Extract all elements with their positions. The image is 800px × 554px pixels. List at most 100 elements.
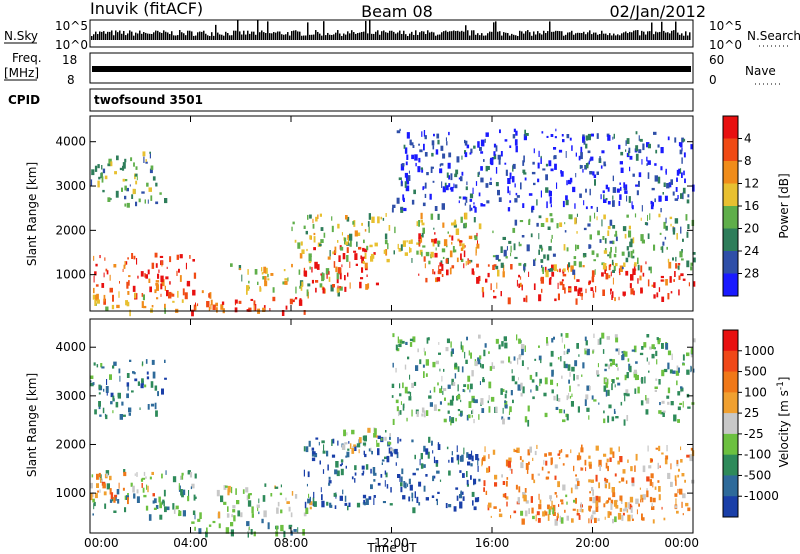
noise-bar (457, 30, 459, 40)
heatmap-cell (265, 267, 268, 274)
heatmap-cell (356, 443, 361, 448)
heatmap-cell (635, 498, 639, 505)
heatmap-cell (634, 388, 637, 394)
heatmap-cell (676, 510, 679, 514)
heatmap-cell (234, 299, 238, 304)
heatmap-cell (631, 255, 635, 259)
heatmap-cell (505, 459, 509, 467)
heatmap-cell (327, 256, 331, 260)
heatmap-cell (92, 513, 94, 516)
heatmap-cell (544, 511, 548, 516)
heatmap-cell (442, 153, 446, 159)
heatmap-cell (559, 268, 561, 273)
heatmap-cell (447, 231, 449, 234)
heatmap-cell (674, 475, 677, 481)
heatmap-cell (682, 401, 684, 408)
heatmap-cell (667, 258, 670, 263)
heatmap-cell (133, 162, 135, 167)
heatmap-cell (603, 199, 607, 203)
heatmap-cell (436, 470, 440, 474)
heatmap-cell (351, 476, 354, 480)
heatmap-cell (459, 240, 463, 243)
heatmap-cell (439, 368, 441, 372)
heatmap-cell (425, 277, 428, 283)
noise-bar (383, 30, 385, 40)
heatmap-cell (515, 484, 518, 490)
heatmap-cell (250, 298, 254, 301)
heatmap-cell (554, 492, 557, 495)
heatmap-cell (247, 531, 249, 538)
heatmap-cell (507, 178, 511, 184)
heatmap-cell (470, 207, 473, 211)
heatmap-cell (400, 164, 405, 171)
heatmap-cell (405, 161, 408, 166)
heatmap-cell (622, 508, 625, 512)
heatmap-cell (496, 282, 498, 289)
heatmap-cell (674, 198, 679, 201)
heatmap-cell (678, 468, 680, 472)
heatmap-cell (451, 265, 455, 269)
heatmap-cell (352, 221, 355, 225)
noise-bar (463, 31, 465, 40)
heatmap-cell (453, 506, 457, 512)
heatmap-cell (502, 418, 505, 425)
heatmap-cell (385, 430, 387, 433)
heatmap-cell (420, 463, 424, 469)
heatmap-cell (661, 452, 664, 455)
y-tick-label: 2000 (55, 437, 86, 451)
noise-bar (663, 30, 665, 40)
heatmap-cell (488, 406, 491, 413)
heatmap-cell (409, 338, 414, 342)
heatmap-cell (664, 236, 667, 240)
heatmap-cell (143, 156, 145, 163)
heatmap-cell (568, 379, 570, 384)
colorbar-cell (723, 206, 738, 229)
noise-bar (631, 32, 633, 40)
heatmap-cell (613, 500, 618, 507)
heatmap-cell (557, 481, 560, 488)
heatmap-cell (206, 301, 210, 308)
heatmap-cell (225, 527, 230, 534)
heatmap-cell (644, 376, 646, 384)
heatmap-cell (90, 375, 94, 379)
heatmap-cell (504, 162, 507, 165)
heatmap-cell (149, 476, 152, 480)
colorbar-tick-label: 4 (744, 132, 752, 146)
heatmap-cell (675, 256, 677, 262)
heatmap-cell (246, 521, 250, 527)
heatmap-cell (111, 304, 115, 310)
heatmap-cell (541, 266, 545, 272)
heatmap-cell (101, 165, 103, 170)
heatmap-cell (621, 515, 624, 521)
heatmap-cell (659, 402, 661, 406)
heatmap-cell (676, 169, 680, 176)
heatmap-cell (556, 495, 558, 498)
heatmap-cell (370, 447, 372, 451)
heatmap-cell (154, 385, 158, 391)
heatmap-cell (590, 287, 594, 291)
heatmap-cell (441, 203, 445, 210)
heatmap-cell (190, 486, 192, 490)
heatmap-cell (422, 186, 425, 189)
heatmap-cell (573, 260, 577, 266)
heatmap-cell (475, 361, 478, 367)
heatmap-cell (523, 264, 526, 271)
heatmap-cell (557, 398, 561, 402)
heatmap-cell (435, 460, 439, 464)
heatmap-cell (340, 246, 344, 251)
heatmap-cell (195, 302, 196, 307)
heatmap-cell (568, 288, 572, 292)
heatmap-cell (568, 393, 570, 399)
heatmap-cell (281, 310, 285, 316)
heatmap-cell (460, 491, 464, 495)
heatmap-cell (604, 368, 607, 372)
heatmap-cell (402, 495, 406, 500)
heatmap-cell (90, 482, 93, 489)
heatmap-cell (99, 489, 101, 493)
noise-bar (431, 31, 433, 40)
heatmap-cell (126, 281, 129, 289)
heatmap-cell (163, 489, 166, 497)
noise-bar (415, 30, 417, 40)
heatmap-cell (138, 198, 141, 203)
heatmap-cell (411, 154, 414, 160)
